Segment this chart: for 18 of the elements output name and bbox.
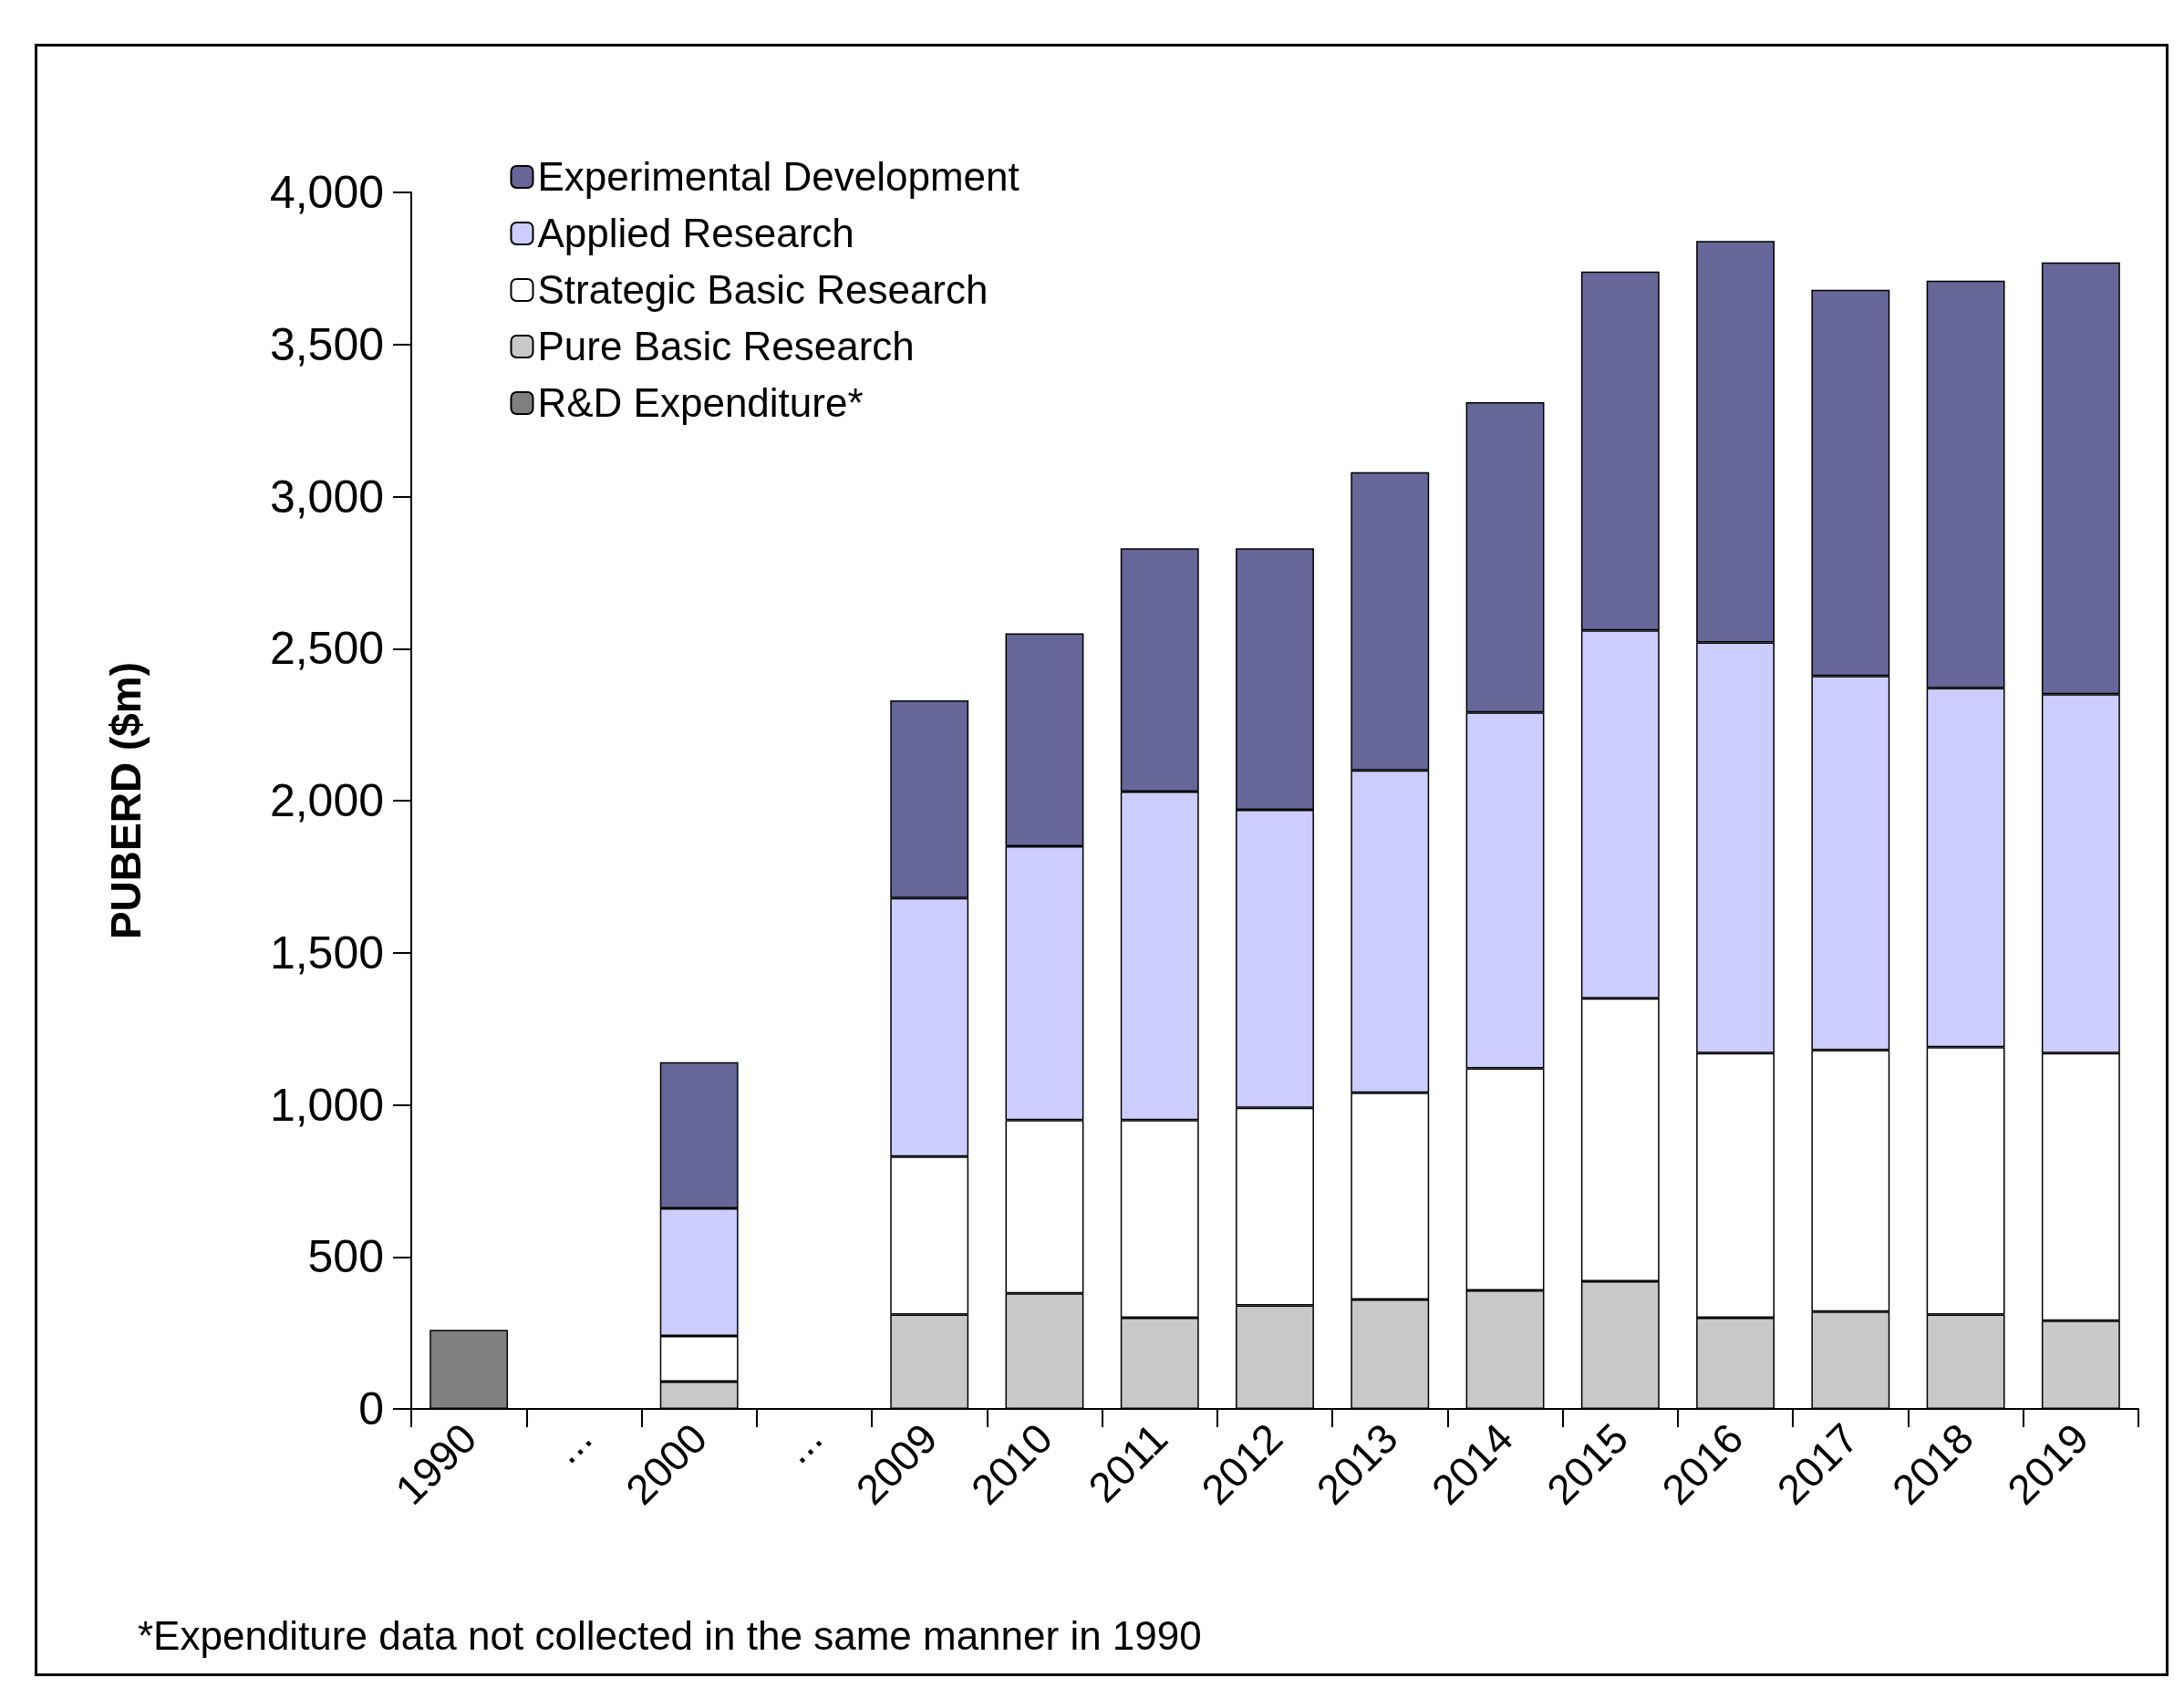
- y-tick-label: 500: [307, 1231, 384, 1283]
- y-tick-label: 1,500: [269, 927, 384, 979]
- legend-label: R&D Expenditure*: [537, 380, 864, 426]
- legend-label: Pure Basic Research: [537, 324, 915, 369]
- y-tick-label: 1,000: [269, 1079, 384, 1131]
- y-tick-label: 4,000: [269, 167, 384, 218]
- y-tick-label: 3,500: [269, 318, 384, 370]
- legend-label: Experimental Development: [537, 154, 1020, 200]
- legend-label: Applied Research: [537, 211, 854, 256]
- x-tick-label: ...: [772, 1414, 832, 1473]
- y-tick-label: 3,000: [269, 471, 384, 523]
- legend-label: Strategic Basic Research: [537, 267, 988, 313]
- y-tick-label: 2,000: [269, 775, 384, 826]
- x-tick-label: ...: [542, 1414, 601, 1473]
- text: *Expenditure data not collected in the same manner in 1990: [138, 1612, 1202, 1658]
- y-axis-title: PUBERD ($m): [102, 661, 150, 940]
- y-tick-label: 2,500: [269, 623, 384, 675]
- y-tick-label: 0: [358, 1383, 384, 1434]
